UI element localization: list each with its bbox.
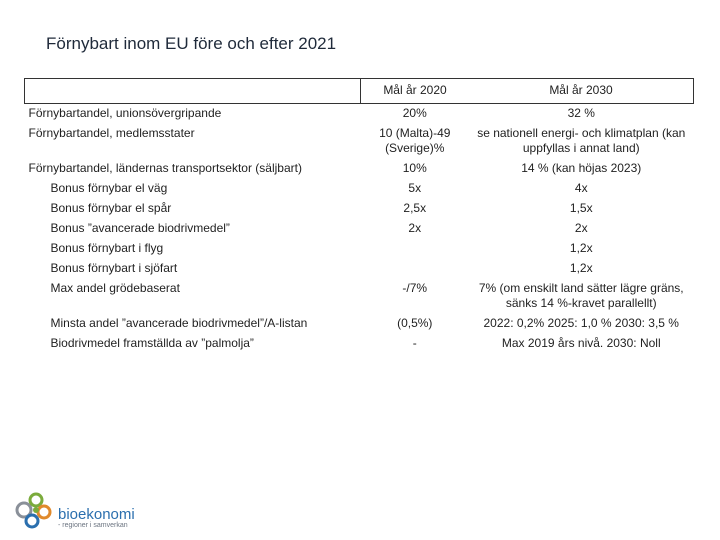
- value-2020: 10 (Malta)-49 (Sverige)%: [379, 126, 451, 155]
- value-2030: 4x: [574, 181, 588, 195]
- row-label: Max andel grödebaserat: [50, 281, 180, 295]
- row-label: Bonus förnybart i sjöfart: [50, 261, 178, 275]
- table-row: Bonus förnybart i sjöfart 1,2x: [25, 259, 694, 279]
- table-row: Biodrivmedel framställda av ”palmolja” - M…: [25, 334, 694, 354]
- value-2020: 20%: [402, 106, 427, 120]
- row-label: Minsta andel ”avancerade biodrivmedel”/A…: [50, 316, 308, 330]
- value-2030: se nationell energi- och klimatplan (kan…: [477, 126, 686, 155]
- value-2020: -/7%: [402, 281, 428, 295]
- value-2020: [361, 259, 470, 279]
- row-label: Bonus ”avancerade biodrivmedel”: [50, 221, 230, 235]
- table-row: Max andel grödebaserat -/7% 7% (om enskilt…: [25, 279, 694, 314]
- row-label: Bonus förnybar el spår: [50, 201, 172, 215]
- value-2030: 14 % (kan höjas 2023): [521, 161, 642, 175]
- table-header-row: Mål år 2020 Mål år 2030: [24, 78, 694, 104]
- value-2020: -: [412, 336, 417, 350]
- table-row: Förnybartandel, ländernas transportsekto…: [25, 159, 694, 179]
- row-label: Förnybartandel, medlemsstater: [28, 126, 195, 140]
- page-title: Förnybart inom EU före och efter 2021: [46, 34, 337, 53]
- table-row: Minsta andel ”avancerade biodrivmedel”/A…: [25, 314, 694, 334]
- table-body: Förnybartandel, unionsövergripande 20% 32 …: [24, 103, 694, 355]
- value-2030: 1,2x: [569, 261, 593, 275]
- value-2030: 32 %: [567, 106, 595, 120]
- row-label: Bonus förnybar el väg: [50, 181, 168, 195]
- value-2030: Max 2019 års nivå. 2030: Noll: [501, 336, 661, 350]
- header-label-col: [24, 78, 361, 104]
- value-2020: 2,5x: [403, 201, 427, 215]
- header-2020: Mål år 2020: [360, 78, 469, 104]
- value-2030: 2x: [574, 221, 588, 235]
- table-row: Bonus ”avancerade biodrivmedel” 2x 2x: [25, 219, 694, 239]
- table-row: Bonus förnybar el väg 5x 4x: [25, 179, 694, 199]
- value-2020: [361, 239, 470, 259]
- logo-mark-icon: [15, 492, 52, 529]
- targets-table: Mål år 2020 Mål år 2030 Förnybartandel, …: [24, 78, 694, 354]
- value-2020: (0,5%): [397, 316, 433, 330]
- table-row: Bonus förnybar el spår 2,5x 1,5x: [25, 199, 694, 219]
- table-row: Bonus förnybart i flyg 1,2x: [25, 239, 694, 259]
- value-2030: 1,5x: [569, 201, 593, 215]
- table-row: Förnybartandel, medlemsstater 10 (Malta)-…: [25, 124, 694, 159]
- value-2030: 7% (om enskilt land sätter lägre gräns, …: [478, 281, 684, 310]
- logo-tagline: - regioner i samverkan: [58, 522, 128, 529]
- row-label: Förnybartandel, unionsövergripande: [28, 106, 222, 120]
- bioekonomi-logo: [15, 492, 52, 529]
- row-label: Bonus förnybart i flyg: [50, 241, 164, 255]
- value-2020: 5x: [408, 181, 422, 195]
- row-label: Förnybartandel, ländernas transportsekto…: [28, 161, 302, 175]
- table-row: Förnybartandel, unionsövergripande 20% 32 …: [24, 103, 694, 125]
- header-2030: Mål år 2030: [469, 78, 694, 104]
- logo-name: bioekonomi: [58, 506, 135, 523]
- value-2030: 2022: 0,2% 2025: 1,0 % 2030: 3,5 %: [483, 316, 679, 330]
- value-2020: 2x: [408, 221, 422, 235]
- value-2020: 10%: [402, 161, 427, 175]
- value-2030: 1,2x: [569, 241, 593, 255]
- row-label: Biodrivmedel framställda av ”palmolja”: [50, 336, 254, 350]
